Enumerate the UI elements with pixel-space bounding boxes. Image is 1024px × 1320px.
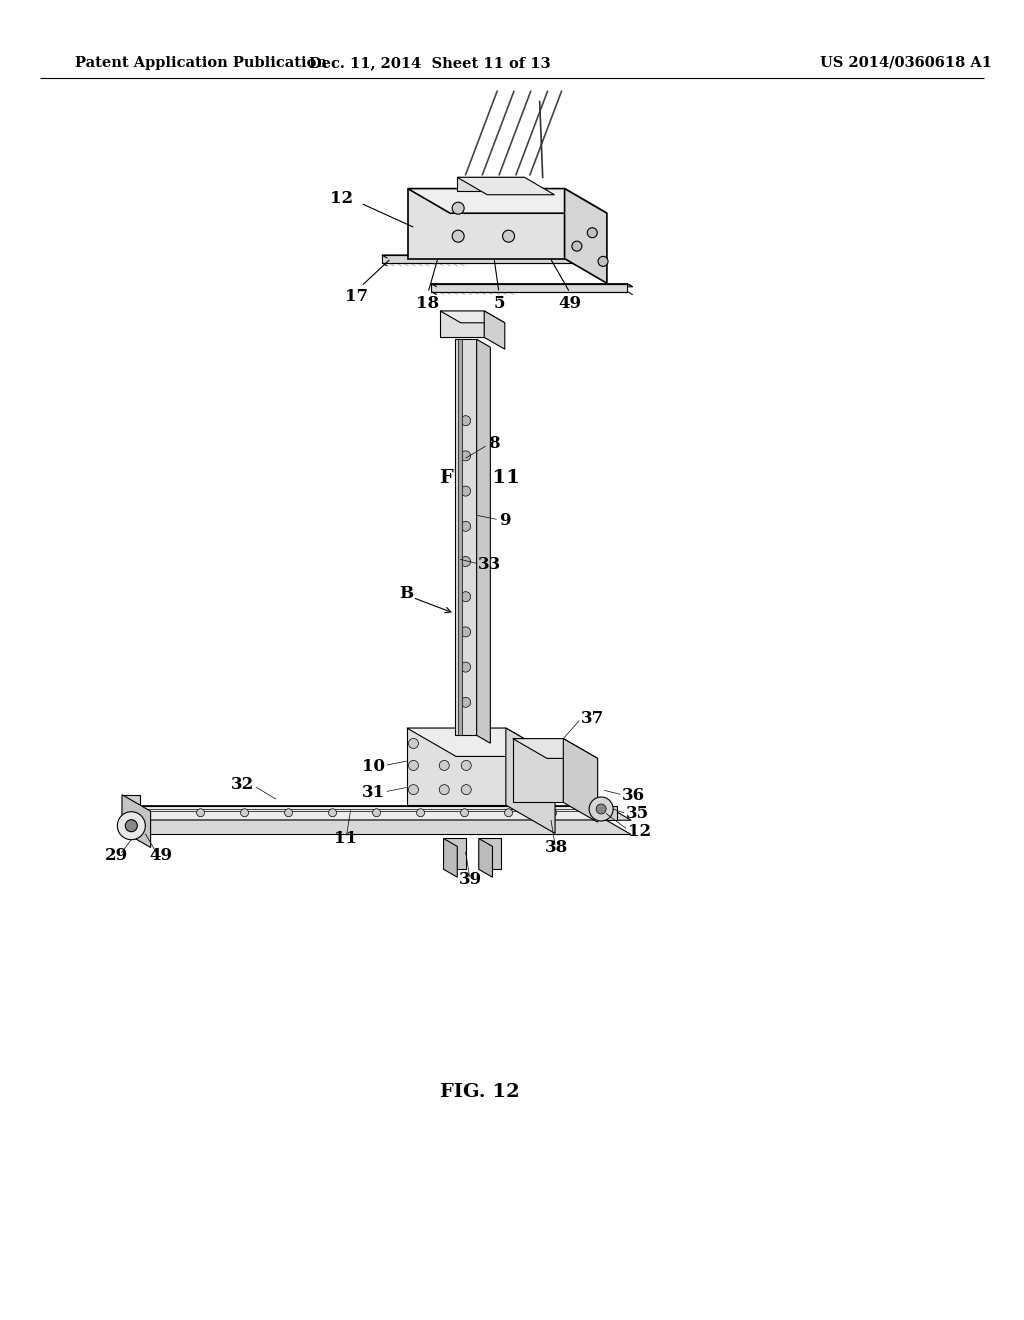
Circle shape (461, 486, 471, 496)
Polygon shape (563, 739, 598, 822)
Circle shape (589, 797, 613, 821)
Polygon shape (513, 739, 563, 803)
Polygon shape (431, 284, 633, 286)
Polygon shape (122, 795, 139, 832)
Text: 37: 37 (582, 710, 604, 727)
Polygon shape (122, 805, 631, 820)
Polygon shape (382, 255, 578, 263)
Circle shape (461, 591, 471, 602)
Text: 32: 32 (230, 776, 254, 792)
Text: 35: 35 (626, 805, 649, 822)
Text: 9: 9 (499, 512, 510, 529)
Text: 18: 18 (417, 296, 439, 313)
Text: FIG. 12: FIG. 12 (440, 1082, 520, 1101)
Polygon shape (408, 189, 564, 259)
Text: 38: 38 (545, 840, 567, 857)
Circle shape (461, 784, 471, 795)
Circle shape (118, 812, 145, 840)
Circle shape (505, 809, 513, 817)
Polygon shape (484, 312, 505, 350)
Circle shape (461, 809, 469, 817)
Polygon shape (443, 838, 458, 878)
Circle shape (453, 202, 464, 214)
Text: US 2014/0360618 A1: US 2014/0360618 A1 (820, 55, 992, 70)
Circle shape (461, 663, 471, 672)
Text: 29: 29 (104, 847, 128, 865)
Polygon shape (408, 189, 607, 214)
Circle shape (461, 451, 471, 461)
Circle shape (598, 256, 608, 267)
Polygon shape (122, 795, 151, 847)
Text: 5: 5 (494, 296, 505, 313)
Circle shape (461, 416, 471, 425)
Text: Dec. 11, 2014  Sheet 11 of 13: Dec. 11, 2014 Sheet 11 of 13 (309, 55, 551, 70)
Text: 17: 17 (345, 288, 368, 305)
Polygon shape (122, 820, 631, 834)
Text: 12: 12 (628, 822, 651, 840)
Circle shape (373, 809, 381, 817)
Circle shape (571, 242, 582, 251)
Polygon shape (479, 838, 501, 870)
Polygon shape (457, 177, 524, 191)
Circle shape (417, 809, 425, 817)
Circle shape (439, 760, 450, 771)
Circle shape (588, 228, 597, 238)
Polygon shape (606, 805, 617, 820)
Text: 49: 49 (150, 847, 173, 865)
Circle shape (461, 760, 471, 771)
Text: 49: 49 (558, 296, 582, 313)
Text: 8: 8 (487, 434, 500, 451)
Text: 11: 11 (334, 830, 357, 846)
Circle shape (461, 521, 471, 531)
Circle shape (409, 784, 419, 795)
Polygon shape (122, 805, 606, 820)
Text: 10: 10 (361, 758, 385, 775)
Polygon shape (407, 729, 555, 756)
Circle shape (409, 738, 419, 748)
Polygon shape (440, 312, 484, 338)
Polygon shape (513, 739, 598, 759)
Polygon shape (431, 284, 628, 292)
Polygon shape (407, 729, 506, 805)
Circle shape (409, 760, 419, 771)
Circle shape (197, 809, 205, 817)
Circle shape (461, 557, 471, 566)
Circle shape (125, 820, 137, 832)
Circle shape (453, 230, 464, 242)
Polygon shape (506, 729, 555, 833)
Circle shape (461, 697, 471, 708)
Polygon shape (564, 189, 607, 284)
Text: 12: 12 (331, 190, 353, 206)
Circle shape (285, 809, 293, 817)
Circle shape (241, 809, 249, 817)
Polygon shape (382, 255, 584, 259)
Text: B: B (399, 585, 414, 602)
Circle shape (503, 230, 514, 242)
Text: 31: 31 (361, 784, 385, 801)
Circle shape (549, 809, 557, 817)
Text: Patent Application Publication: Patent Application Publication (75, 55, 327, 70)
Circle shape (596, 804, 606, 814)
Circle shape (329, 809, 337, 817)
Polygon shape (479, 838, 493, 878)
Text: 33: 33 (478, 556, 502, 573)
Text: FIG. 11: FIG. 11 (440, 469, 520, 487)
Text: 39: 39 (459, 871, 482, 888)
Circle shape (461, 627, 471, 636)
Polygon shape (443, 838, 466, 870)
Text: 36: 36 (623, 787, 645, 804)
Circle shape (439, 784, 450, 795)
Polygon shape (476, 339, 490, 743)
Polygon shape (458, 339, 462, 735)
Polygon shape (455, 339, 476, 735)
Polygon shape (457, 177, 554, 195)
Polygon shape (440, 312, 505, 323)
